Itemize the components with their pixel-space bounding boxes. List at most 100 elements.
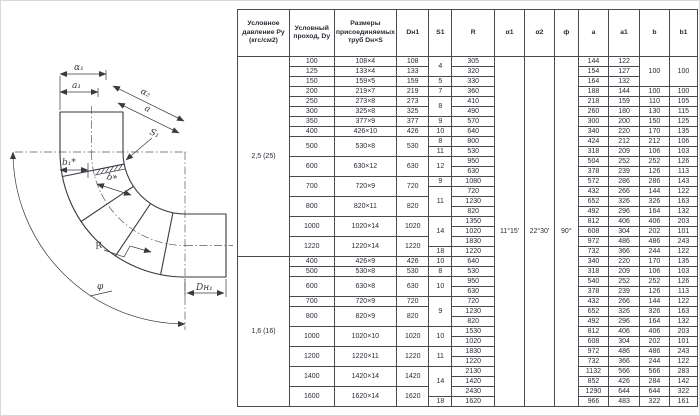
table-cell: 330 (451, 76, 496, 87)
table-cell: 11 (428, 346, 453, 367)
table-cell: 1220×14 (333, 236, 398, 257)
table-cell: 200 (608, 116, 640, 127)
table-row: 500 530×8 530 8 530 318 209 106 103 (238, 266, 699, 277)
table-cell: 163 (668, 306, 699, 317)
table-cell: 720 (396, 176, 430, 197)
table-cell: 170 (638, 126, 670, 137)
table-cell: 300 (288, 106, 335, 117)
table-cell: 144 (608, 86, 640, 97)
table-cell: 300 (577, 116, 610, 127)
table-cell: 209 (608, 146, 640, 157)
table-cell: 1420 (451, 376, 496, 387)
table-cell: 630 (451, 286, 496, 297)
table-cell: 572 (577, 176, 610, 187)
col-header-8: ф (553, 9, 579, 57)
table-cell: 820 (451, 206, 496, 217)
table-cell: 132 (668, 206, 699, 217)
table-cell: 14 (428, 366, 453, 397)
table-cell: 406 (608, 326, 640, 337)
table-cell: 486 (608, 236, 640, 247)
table-cell: 800 (288, 196, 335, 217)
table-cell: 1220×11 (333, 346, 398, 367)
table-cell: 1132 (577, 366, 610, 377)
table-cell: 426×9 (333, 256, 398, 267)
table-row: 200 219×7 219 7 360 188 144 100 100 (238, 86, 699, 97)
table-cell: 10 (428, 326, 453, 347)
table-cell: 530 (396, 136, 430, 157)
table-cell: 8 (428, 96, 453, 117)
table-cell: 530×8 (333, 266, 398, 277)
table-cell: 218 (577, 96, 610, 107)
table-cell: 1600 (288, 386, 335, 407)
pipe-outline (59, 111, 227, 278)
table-cell: 159 (608, 96, 640, 107)
table-cell: 220 (608, 126, 640, 137)
table-cell: 296 (608, 316, 640, 327)
table-cell: 640 (451, 256, 496, 267)
table-cell: 492 (577, 206, 610, 217)
col-header-0: Условное давление Ру (кгс/см2) (237, 9, 290, 57)
table-cell: 212 (638, 136, 670, 147)
table-cell: 113 (668, 166, 699, 177)
table-cell: 640 (451, 126, 496, 137)
col-header-6: α1 (494, 9, 525, 57)
table-cell: 135 (668, 256, 699, 267)
table-cell: 106 (638, 146, 670, 157)
table-cell: 164 (638, 206, 670, 217)
table-cell: 972 (577, 236, 610, 247)
table-row: 11 720 432 266 144 122 (238, 186, 699, 217)
table-row: 300 325×8 325 490 260 180 130 115 (238, 106, 699, 117)
table-cell: 11 (428, 146, 453, 157)
table-cell: 1230 (451, 196, 496, 207)
table-row: 1400 1420×14 1420 14 2130 1132 566 566 283 (238, 366, 699, 397)
table-cell: 326 (638, 306, 670, 317)
table-cell: 5 (428, 76, 453, 87)
table-cell: 1220 (451, 246, 496, 257)
table-row: 400 426×10 426 10 640 340 220 170 135 (238, 126, 699, 137)
table-row: 250 273×8 273 8 410 218 159 110 105 (238, 96, 699, 117)
table-row: 1200 1220×11 1220 11 1830 972 486 486 243 (238, 346, 699, 367)
table-cell: 812 (577, 216, 610, 227)
table-cell: 133 (396, 66, 430, 77)
table-cell: 133×4 (333, 66, 398, 77)
table-cell: 852 (577, 376, 610, 387)
table-cell: 161 (668, 396, 699, 407)
table-cell: 608 (577, 336, 610, 347)
table-cell: 644 (638, 386, 670, 397)
table-cell: 318 (577, 146, 610, 157)
table-cell: 101 (668, 336, 699, 347)
table-cell: 159×5 (333, 76, 398, 87)
col-header-3: Dн1 (396, 9, 430, 57)
table-cell: 202 (638, 226, 670, 237)
table-cell: 950 (451, 276, 496, 287)
table-cell: 540 (577, 276, 610, 287)
table-cell: 486 (608, 346, 640, 357)
table-cell: 113 (668, 286, 699, 297)
table-cell: 126 (668, 156, 699, 167)
table-cell: 720×9 (333, 296, 398, 307)
table-cell: 1080 (451, 176, 496, 187)
table-cell: 9 (428, 116, 453, 127)
table-cell: 1020 (396, 326, 430, 347)
table-cell: 203 (668, 326, 699, 337)
table-cell: 378 (577, 166, 610, 177)
table-cell: 820 (396, 306, 430, 327)
table-cell: 566 (608, 366, 640, 377)
table-cell: 4 (428, 56, 453, 77)
table-cell: 188 (577, 86, 610, 97)
table-row: 150 159×5 159 5 330 164 132 (238, 76, 698, 87)
table-cell: 1620 (396, 386, 430, 407)
table-cell: 406 (638, 216, 670, 227)
table-cell: 950 (451, 156, 496, 167)
dimensions-table: Условное давление Ру (кгс/см2) Условный п… (237, 9, 699, 407)
pressure-cell: 1,6 (16) (237, 256, 290, 407)
elbow-drawing: α₁ a₁ α₂ a S₁ b₁* b* R φ Dн₁ (10, 63, 233, 330)
table-cell: 1020 (451, 226, 496, 237)
table-cell: 720×9 (333, 176, 398, 197)
table-row: 1000 1020×14 1020 14 1350 812 406 406 203 (238, 216, 699, 247)
table-cell: 483 (608, 396, 640, 407)
table-cell: 100 (288, 56, 335, 67)
table-row: 2,5 (25) 100 108×4 108 4 305 11°15' 22°30' 90° 14… (237, 56, 699, 407)
table-cell: 700 (288, 176, 335, 197)
